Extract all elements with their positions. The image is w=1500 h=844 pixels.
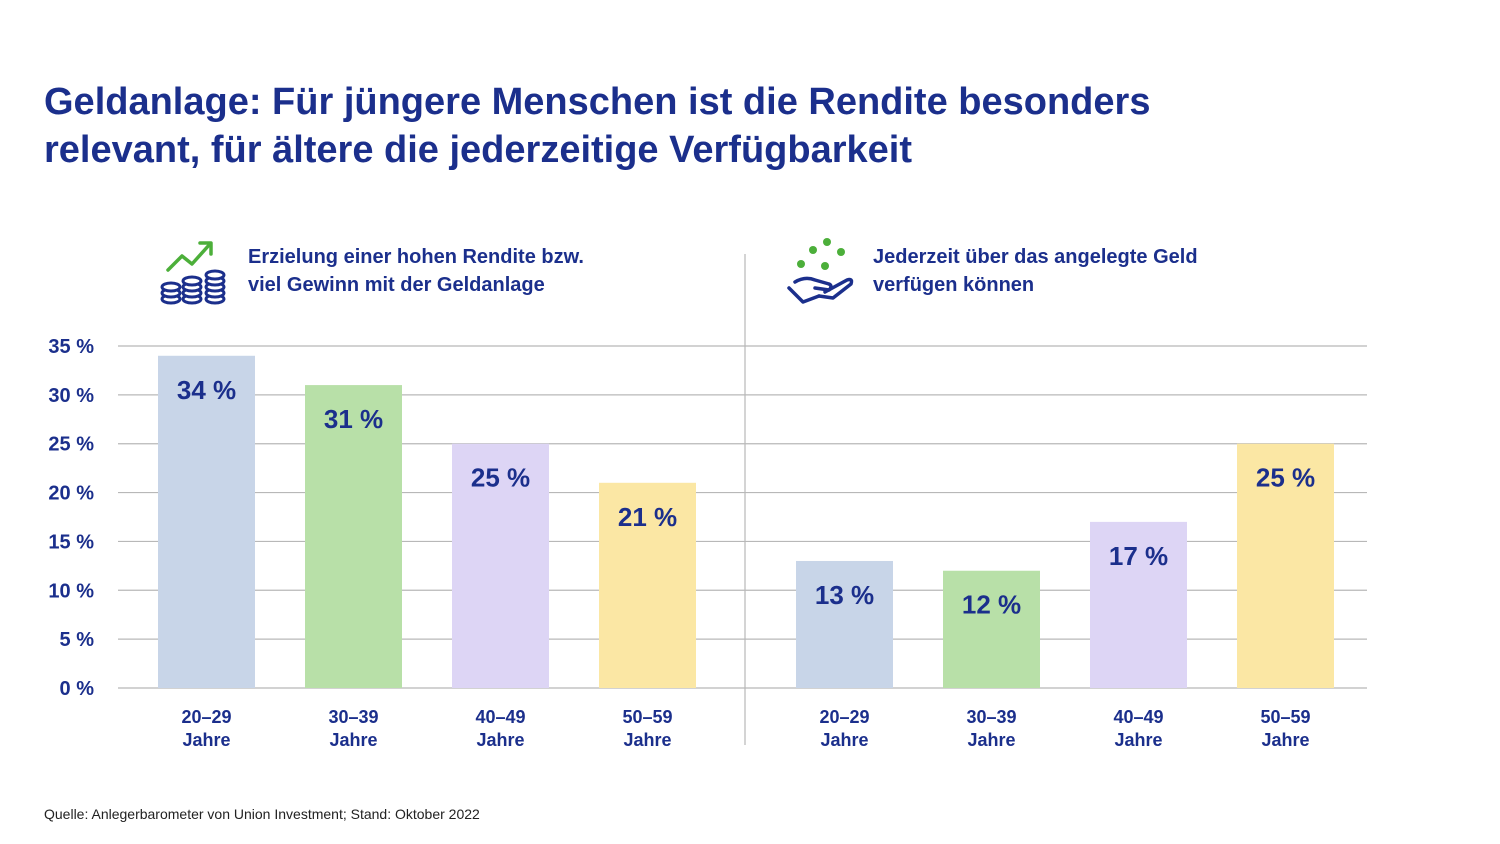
- x-tick-label: Jahre: [623, 730, 671, 750]
- bar-value-label: 21 %: [618, 502, 677, 532]
- legend-right-line-2: verfügen können: [873, 274, 1035, 296]
- bar: [158, 355, 255, 688]
- bar: [796, 560, 893, 688]
- x-tick-label: 50–59: [1260, 707, 1310, 727]
- coins-growth-icon: [160, 241, 226, 305]
- y-tick-label: 15 %: [48, 531, 94, 553]
- bar-value-label: 34 %: [177, 375, 236, 405]
- x-tick-label: 50–59: [622, 707, 672, 727]
- legend-left-line-2: viel Gewinn mit der Geldanlage: [248, 274, 545, 296]
- x-tick-label: Jahre: [967, 730, 1015, 750]
- y-tick-label: 25 %: [48, 434, 94, 456]
- y-tick-label: 0 %: [60, 678, 95, 700]
- legend-right-text: Jederzeit über das angelegte Geld verfüg…: [873, 243, 1198, 299]
- bar: [943, 570, 1040, 688]
- bar: [305, 385, 402, 688]
- chart-title-line-2: relevant, für ältere die jederzeitige Ve…: [44, 129, 912, 171]
- bar-value-label: 31 %: [324, 404, 383, 434]
- x-tick-label: Jahre: [1261, 730, 1309, 750]
- x-tick-label: 30–39: [328, 707, 378, 727]
- bar-value-label: 25 %: [471, 463, 530, 493]
- legend-right-line-1: Jederzeit über das angelegte Geld: [873, 246, 1198, 268]
- bar: [1237, 443, 1334, 688]
- x-tick-label: Jahre: [820, 730, 868, 750]
- legend-right: Jederzeit über das angelegte Geld verfüg…: [785, 236, 1198, 306]
- legend-left-line-1: Erzielung einer hohen Rendite bzw.: [248, 246, 584, 268]
- legend-left-text: Erzielung einer hohen Rendite bzw. viel …: [248, 243, 584, 299]
- bar: [1090, 521, 1187, 688]
- y-tick-label: 10 %: [48, 580, 94, 602]
- y-tick-label: 30 %: [48, 385, 94, 407]
- x-tick-label: 40–49: [1113, 707, 1163, 727]
- x-tick-label: 40–49: [475, 707, 525, 727]
- y-tick-label: 35 %: [48, 336, 94, 358]
- x-tick-label: 20–29: [181, 707, 231, 727]
- hand-money-icon: [787, 238, 854, 304]
- x-tick-label: Jahre: [1114, 730, 1162, 750]
- chart-title-line-1: Geldanlage: Für jüngere Menschen ist die…: [44, 81, 1151, 123]
- x-tick-label: Jahre: [329, 730, 377, 750]
- bar-value-label: 12 %: [962, 590, 1021, 620]
- x-tick-label: Jahre: [182, 730, 230, 750]
- y-tick-label: 5 %: [60, 629, 95, 651]
- legend-left: Erzielung einer hohen Rendite bzw. viel …: [160, 236, 584, 306]
- bar: [452, 443, 549, 688]
- bar-value-label: 17 %: [1109, 541, 1168, 571]
- bar-value-label: 13 %: [815, 580, 874, 610]
- bar: [599, 482, 696, 688]
- x-tick-label: 30–39: [966, 707, 1016, 727]
- bar-value-label: 25 %: [1256, 463, 1315, 493]
- y-tick-label: 20 %: [48, 483, 94, 505]
- chart-title: Geldanlage: Für jüngere Menschen ist die…: [44, 78, 1444, 174]
- x-tick-label: Jahre: [476, 730, 524, 750]
- source-note: Quelle: Anlegerbarometer von Union Inves…: [44, 806, 480, 822]
- x-tick-label: 20–29: [819, 707, 869, 727]
